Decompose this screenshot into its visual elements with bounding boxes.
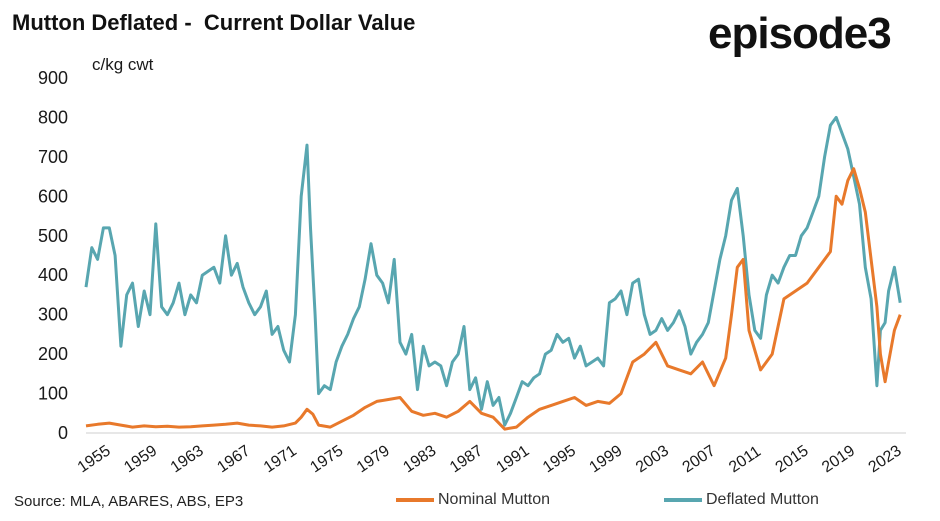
y-axis-ticks: 0 100 200 300 400 500 600 700 800 900 bbox=[38, 68, 68, 443]
x-tick-label: 1955 bbox=[75, 442, 114, 476]
y-tick-label: 0 bbox=[58, 423, 68, 443]
y-tick-label: 300 bbox=[38, 305, 68, 325]
y-tick-label: 700 bbox=[38, 147, 68, 167]
series-line-deflated-mutton bbox=[84, 115, 902, 427]
y-tick-label: 500 bbox=[38, 226, 68, 246]
chart-title: Mutton Deflated - Current Dollar Value bbox=[12, 10, 416, 35]
x-tick-label: 1983 bbox=[400, 442, 439, 476]
x-tick-label: 1967 bbox=[214, 442, 253, 476]
legend-label-deflated: Deflated Mutton bbox=[706, 491, 819, 508]
x-tick-label: 2019 bbox=[819, 442, 858, 476]
x-tick-label: 1991 bbox=[493, 442, 532, 476]
x-tick-label: 1959 bbox=[121, 442, 160, 476]
legend-swatch-nominal bbox=[396, 498, 434, 502]
y-tick-label: 800 bbox=[38, 107, 68, 127]
x-tick-label: 1975 bbox=[307, 442, 346, 476]
legend-label-nominal: Nominal Mutton bbox=[438, 491, 551, 508]
y-axis-unit-label: c/kg cwt bbox=[92, 55, 154, 74]
x-tick-label: 2011 bbox=[726, 443, 764, 476]
source-note: Source: MLA, ABARES, ABS, EP3 bbox=[14, 493, 244, 510]
x-tick-label: 1995 bbox=[540, 442, 579, 476]
legend-swatch-deflated bbox=[664, 498, 702, 502]
y-tick-label: 200 bbox=[38, 344, 68, 364]
x-tick-label: 1963 bbox=[168, 442, 207, 476]
x-tick-label: 2003 bbox=[633, 442, 672, 476]
x-tick-label: 2023 bbox=[866, 442, 905, 476]
y-tick-label: 900 bbox=[38, 68, 68, 88]
x-tick-label: 2007 bbox=[680, 442, 719, 476]
x-tick-label: 1971 bbox=[261, 442, 300, 476]
y-tick-label: 100 bbox=[38, 384, 68, 404]
x-tick-label: 1987 bbox=[447, 442, 486, 476]
series-lines bbox=[84, 115, 902, 431]
x-axis-ticks: 1955 1959 1963 1967 1971 1975 1979 1983 1987 1991… bbox=[75, 442, 905, 476]
brand-logo: episode3 bbox=[708, 9, 892, 58]
x-tick-label: 1979 bbox=[354, 442, 393, 476]
series-line-nominal-mutton bbox=[85, 167, 902, 431]
legend-item-nominal: Nominal Mutton bbox=[396, 491, 550, 509]
legend-item-deflated: Deflated Mutton bbox=[664, 491, 819, 509]
y-tick-label: 600 bbox=[38, 186, 68, 206]
y-tick-label: 400 bbox=[38, 265, 68, 285]
x-tick-label: 1999 bbox=[587, 442, 626, 476]
x-tick-label: 2015 bbox=[773, 442, 812, 476]
